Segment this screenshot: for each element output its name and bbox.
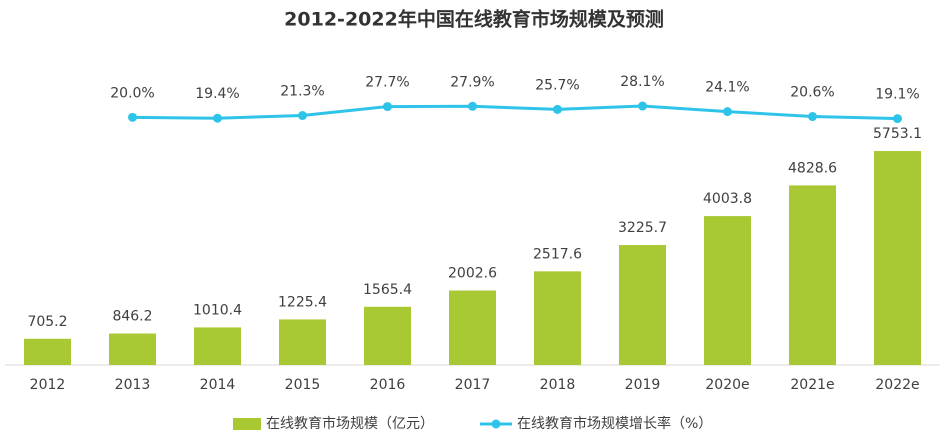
line-point bbox=[808, 112, 817, 122]
bar bbox=[534, 271, 581, 365]
x-tick-label: 2013 bbox=[115, 377, 151, 393]
bar bbox=[449, 290, 496, 365]
x-tick-label: 2017 bbox=[455, 377, 491, 393]
line-point bbox=[468, 101, 477, 111]
legend-marker bbox=[491, 419, 501, 429]
bar-label: 705.2 bbox=[27, 314, 67, 330]
line bbox=[132, 104, 898, 121]
line-label: 27.9% bbox=[450, 74, 494, 90]
bar-label: 2517.6 bbox=[533, 246, 582, 262]
line-label: 20.6% bbox=[790, 85, 834, 101]
x-tick-label: 2014 bbox=[200, 377, 236, 393]
legend-label: 在线教育市场规模增长率（%） bbox=[517, 415, 712, 432]
bar bbox=[24, 338, 71, 365]
bar-label: 4828.6 bbox=[788, 160, 837, 176]
line-label: 19.4% bbox=[195, 86, 239, 102]
x-tick-label: 2012 bbox=[30, 377, 66, 393]
chart-title: 2012-2022年中国在线教育市场规模及预测 bbox=[284, 8, 664, 31]
line-point bbox=[638, 101, 647, 111]
x-tick-label: 2016 bbox=[370, 377, 406, 393]
bar bbox=[194, 327, 241, 365]
bar bbox=[364, 306, 411, 365]
line-point bbox=[723, 107, 732, 117]
x-tick-label: 2018 bbox=[540, 377, 576, 393]
line-point bbox=[128, 112, 137, 122]
x-tick-label: 2021e bbox=[790, 377, 834, 393]
line-point bbox=[383, 102, 392, 112]
x-tick-label: 2019 bbox=[625, 377, 661, 393]
x-tick-label: 2020e bbox=[705, 377, 749, 393]
line-point bbox=[213, 113, 222, 123]
line-label: 27.7% bbox=[365, 75, 409, 91]
bar-label: 5753.1 bbox=[873, 126, 922, 142]
bar bbox=[704, 216, 751, 365]
bar bbox=[874, 151, 921, 365]
bar bbox=[619, 245, 666, 365]
legend-label: 在线教育市场规模（亿元） bbox=[266, 415, 434, 432]
bar bbox=[789, 185, 836, 365]
bar-label: 3225.7 bbox=[618, 220, 667, 236]
bar bbox=[279, 319, 326, 365]
line-label: 21.3% bbox=[280, 84, 324, 100]
x-tick-label: 2015 bbox=[285, 377, 321, 393]
line-label: 20.0% bbox=[110, 85, 154, 101]
bar-label: 4003.8 bbox=[703, 191, 752, 207]
line-point bbox=[298, 111, 307, 121]
line-label: 19.1% bbox=[875, 87, 919, 103]
bar bbox=[109, 333, 156, 365]
line-label: 24.1% bbox=[705, 80, 749, 96]
bar-label: 1225.4 bbox=[278, 294, 327, 310]
line-point bbox=[893, 114, 902, 124]
line-label: 28.1% bbox=[620, 74, 664, 90]
x-tick-label: 2022e bbox=[875, 377, 919, 393]
bar-label: 2002.6 bbox=[448, 266, 497, 282]
bar-label: 1010.4 bbox=[193, 302, 242, 318]
line-point bbox=[553, 104, 562, 114]
legend-swatch bbox=[233, 418, 261, 430]
bar-label: 1565.4 bbox=[363, 282, 412, 298]
bar-label: 846.2 bbox=[112, 309, 152, 325]
line-label: 25.7% bbox=[535, 77, 579, 93]
